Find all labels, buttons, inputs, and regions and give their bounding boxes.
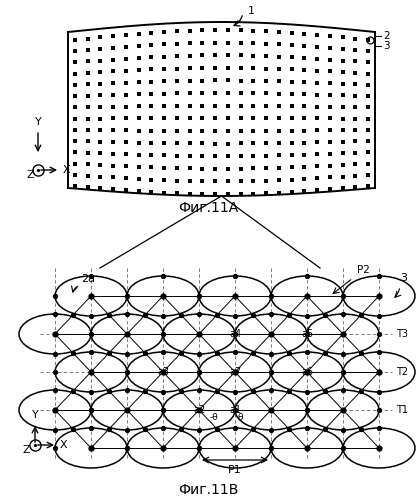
Text: 1: 1 <box>248 6 255 16</box>
Text: a7: a7 <box>229 367 241 377</box>
Text: -θ: -θ <box>210 413 218 422</box>
Text: P2: P2 <box>357 265 370 275</box>
Text: X: X <box>60 440 68 450</box>
Text: Фиг.11B: Фиг.11B <box>178 483 238 497</box>
Text: 2: 2 <box>383 31 390 41</box>
Text: a6: a6 <box>301 367 313 377</box>
Text: 2a: 2a <box>81 274 95 284</box>
Text: 3: 3 <box>383 41 390 51</box>
Text: θ: θ <box>237 413 243 422</box>
Text: Фиг.11A: Фиг.11A <box>178 201 238 215</box>
Text: a4: a4 <box>229 329 241 339</box>
Text: X: X <box>63 165 71 175</box>
Text: a3: a3 <box>157 367 169 377</box>
Text: T2: T2 <box>396 367 408 377</box>
Text: a2: a2 <box>193 405 205 415</box>
Text: a1: a1 <box>229 405 241 415</box>
Text: T1: T1 <box>396 405 408 415</box>
Text: Y: Y <box>35 117 41 127</box>
Text: P1: P1 <box>228 465 242 475</box>
Text: Z: Z <box>22 445 30 455</box>
Text: Z: Z <box>26 170 34 180</box>
Text: T3: T3 <box>396 329 408 339</box>
Text: Y: Y <box>32 410 38 420</box>
Text: 3: 3 <box>400 273 407 283</box>
Text: a5: a5 <box>301 329 313 339</box>
